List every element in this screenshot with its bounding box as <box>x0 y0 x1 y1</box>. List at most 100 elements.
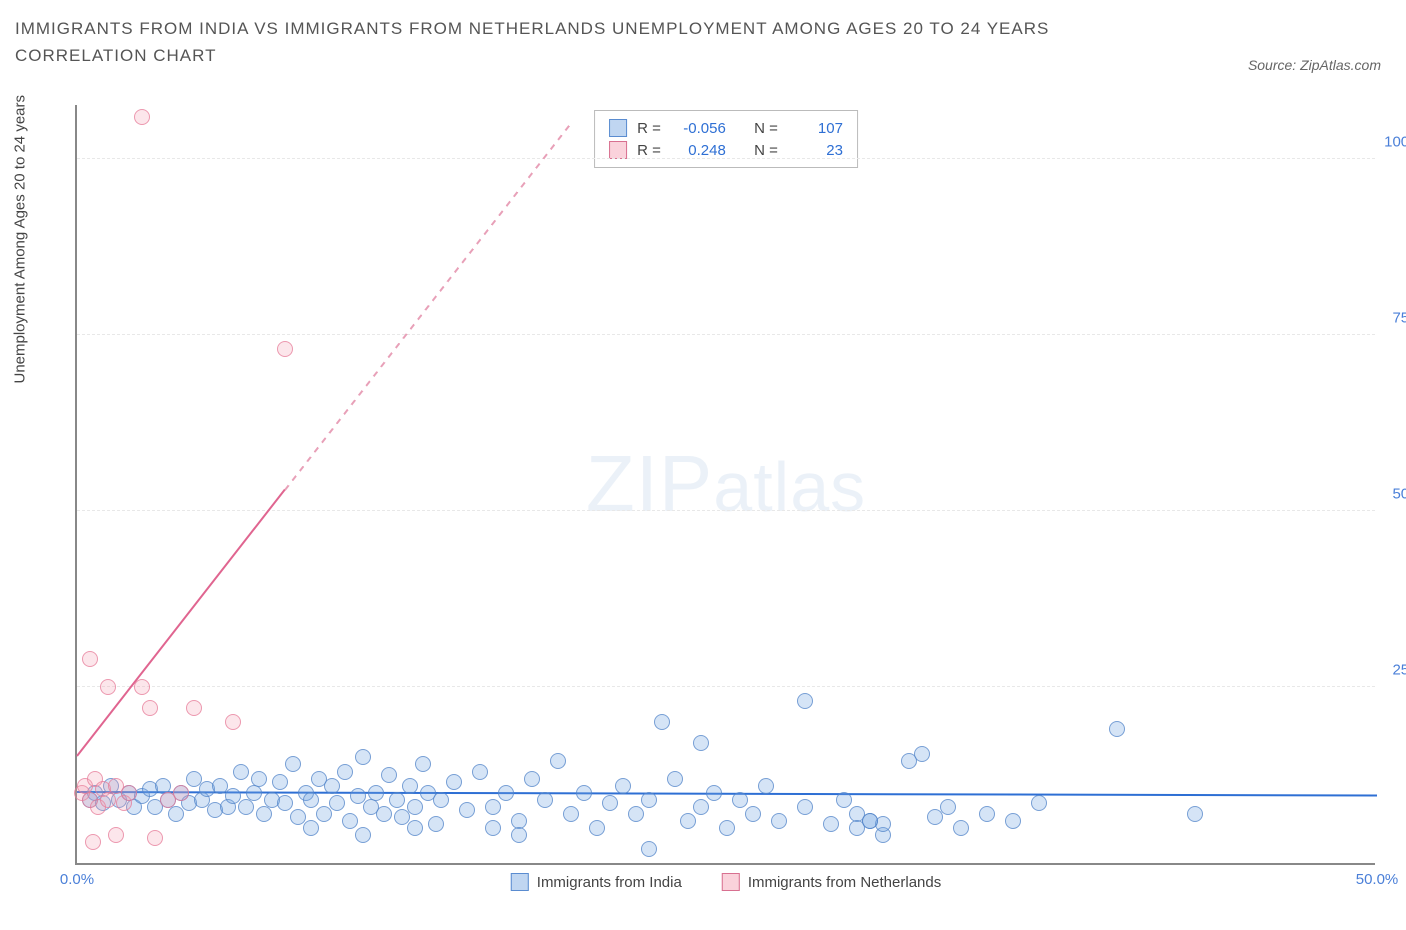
data-point <box>472 764 488 780</box>
data-point <box>407 820 423 836</box>
source-attribution: Source: ZipAtlas.com <box>1248 57 1381 73</box>
data-point <box>758 778 774 794</box>
data-point <box>836 792 852 808</box>
data-point <box>979 806 995 822</box>
legend-swatch <box>609 119 627 137</box>
data-point <box>953 820 969 836</box>
data-point <box>745 806 761 822</box>
x-tick-label: 50.0% <box>1356 871 1399 888</box>
data-point <box>576 785 592 801</box>
data-point <box>446 774 462 790</box>
data-point <box>121 785 137 801</box>
legend-swatch <box>609 141 627 159</box>
data-point <box>563 806 579 822</box>
data-point <box>797 693 813 709</box>
data-point <box>342 813 358 829</box>
data-point <box>823 816 839 832</box>
data-point <box>641 841 657 857</box>
data-point <box>498 785 514 801</box>
data-point <box>173 785 189 801</box>
data-point <box>940 799 956 815</box>
gridline <box>77 334 1375 335</box>
data-point <box>667 771 683 787</box>
data-point <box>719 820 735 836</box>
chart-title: IMMIGRANTS FROM INDIA VS IMMIGRANTS FROM… <box>15 15 1115 69</box>
data-point <box>225 714 241 730</box>
data-point <box>407 799 423 815</box>
gridline <box>77 510 1375 511</box>
data-point <box>100 792 116 808</box>
data-point <box>402 778 418 794</box>
data-point <box>415 756 431 772</box>
data-point <box>134 679 150 695</box>
data-point <box>524 771 540 787</box>
data-point <box>108 827 124 843</box>
data-point <box>251 771 267 787</box>
data-point <box>329 795 345 811</box>
data-point <box>602 795 618 811</box>
data-point <box>615 778 631 794</box>
data-point <box>246 785 262 801</box>
data-point <box>316 806 332 822</box>
trend-line <box>284 123 572 491</box>
data-point <box>186 700 202 716</box>
legend-item: Immigrants from Netherlands <box>722 873 941 891</box>
data-point <box>277 795 293 811</box>
data-point <box>797 799 813 815</box>
data-point <box>355 827 371 843</box>
data-point <box>641 792 657 808</box>
y-tick-label: 100.0% <box>1384 134 1406 151</box>
data-point <box>147 830 163 846</box>
data-point <box>485 820 501 836</box>
data-point <box>337 764 353 780</box>
y-tick-label: 50.0% <box>1392 486 1406 503</box>
data-point <box>100 679 116 695</box>
data-point <box>459 802 475 818</box>
data-point <box>511 827 527 843</box>
data-point <box>693 799 709 815</box>
data-point <box>485 799 501 815</box>
data-point <box>927 809 943 825</box>
data-point <box>706 785 722 801</box>
data-point <box>1031 795 1047 811</box>
plot-area: ZIPatlas R =-0.056 N =107R =0.248 N =23 … <box>75 105 1375 865</box>
data-point <box>654 714 670 730</box>
data-point <box>256 806 272 822</box>
data-point <box>1005 813 1021 829</box>
data-point <box>1187 806 1203 822</box>
data-point <box>628 806 644 822</box>
data-point <box>771 813 787 829</box>
data-point <box>376 806 392 822</box>
data-point <box>272 774 288 790</box>
legend-swatch <box>511 873 529 891</box>
legend-item: Immigrants from India <box>511 873 682 891</box>
data-point <box>862 813 878 829</box>
legend-swatch <box>722 873 740 891</box>
data-point <box>1109 721 1125 737</box>
legend-stats-row: R =-0.056 N =107 <box>609 117 843 139</box>
data-point <box>433 792 449 808</box>
gridline <box>77 686 1375 687</box>
data-point <box>303 820 319 836</box>
data-point <box>389 792 405 808</box>
data-point <box>589 820 605 836</box>
data-point <box>277 341 293 357</box>
data-point <box>381 767 397 783</box>
data-point <box>914 746 930 762</box>
data-point <box>168 806 184 822</box>
data-point <box>303 792 319 808</box>
gridline <box>77 158 1375 159</box>
series-legend: Immigrants from India Immigrants from Net… <box>511 873 941 891</box>
data-point <box>550 753 566 769</box>
data-point <box>85 834 101 850</box>
data-point <box>693 735 709 751</box>
data-point <box>324 778 340 794</box>
data-point <box>142 700 158 716</box>
data-point <box>82 651 98 667</box>
data-point <box>134 109 150 125</box>
data-point <box>732 792 748 808</box>
data-point <box>355 749 371 765</box>
data-point <box>368 785 384 801</box>
y-axis-label: Unemployment Among Ages 20 to 24 years <box>12 95 29 384</box>
watermark: ZIPatlas <box>586 438 866 530</box>
